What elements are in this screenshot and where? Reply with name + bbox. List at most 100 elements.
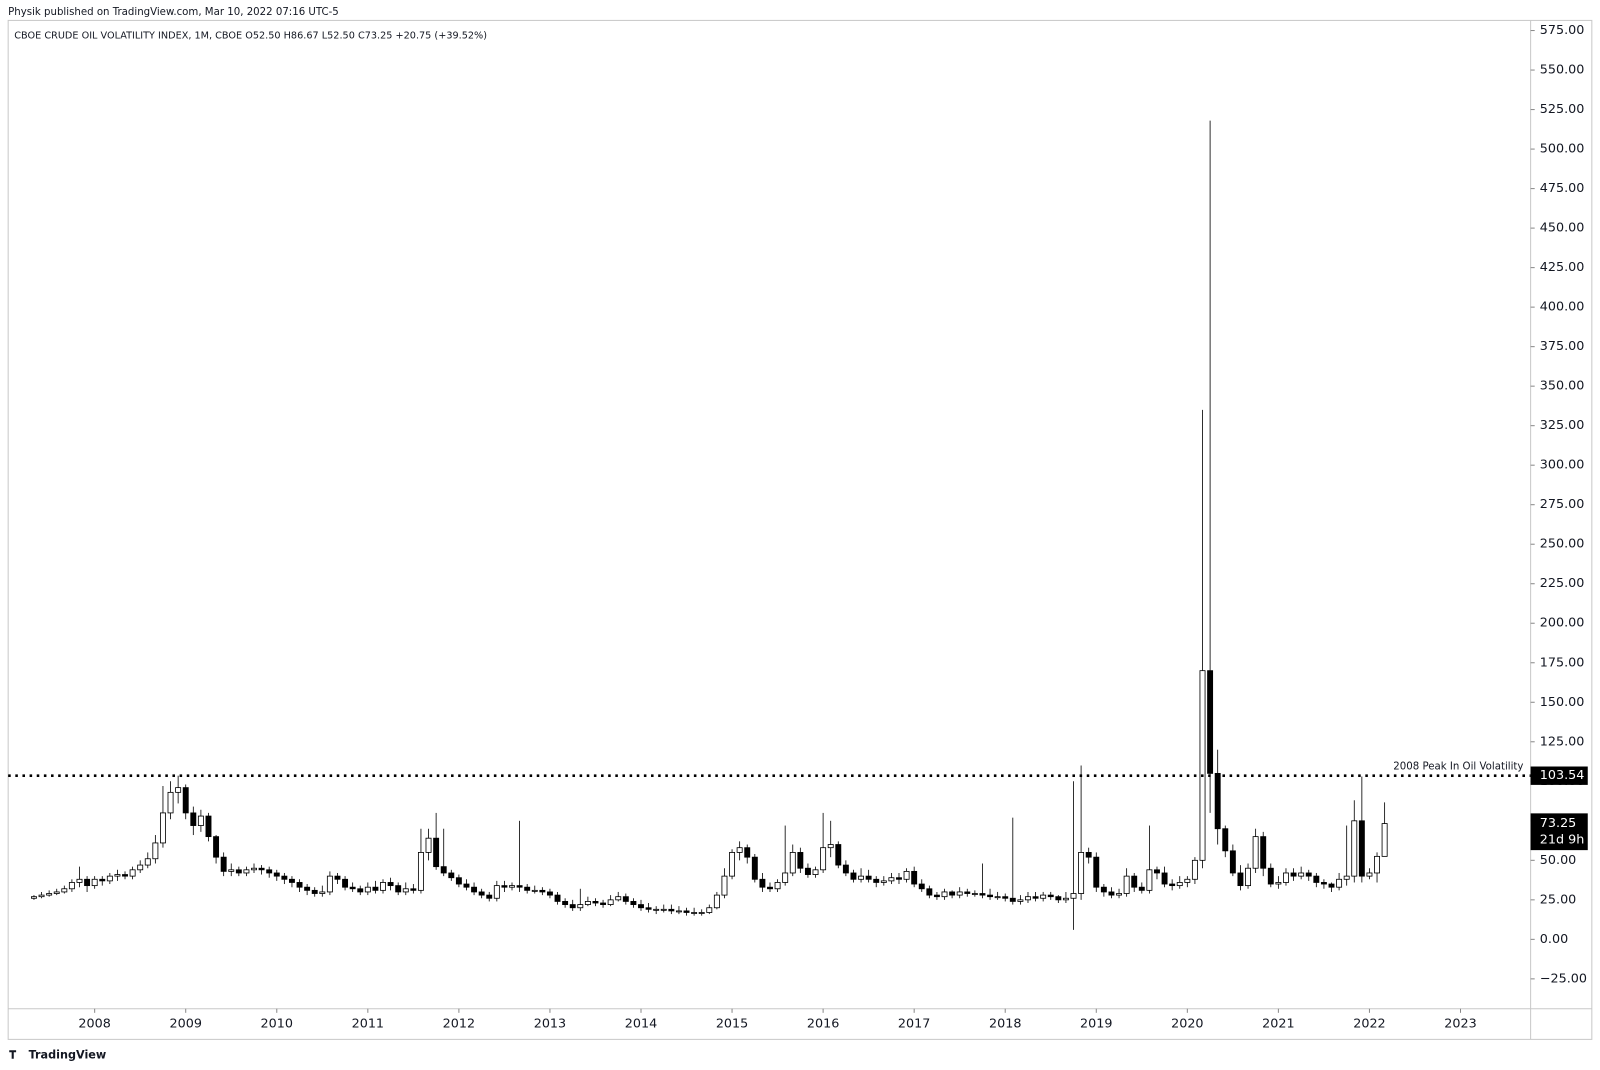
candle-body <box>698 912 705 914</box>
candle-body <box>1002 896 1009 899</box>
candle-body <box>68 882 75 890</box>
candle-body <box>1184 878 1191 883</box>
candle-body <box>129 869 136 877</box>
candle-body <box>1070 893 1077 899</box>
candle-body <box>865 875 872 880</box>
candle-body <box>1040 894 1047 899</box>
candle-body <box>235 869 242 874</box>
candle-body <box>228 869 235 872</box>
candle-body <box>1123 875 1130 894</box>
candle-body <box>205 815 212 838</box>
branding-logo: 𝐓 <box>9 1049 16 1062</box>
x-tick-label: 2020 <box>1171 1017 1203 1032</box>
y-tick-label: 25.00 <box>1540 892 1577 907</box>
candle-body <box>1025 896 1031 901</box>
candle-body <box>1108 891 1115 896</box>
peak-price-label: 103.54 <box>1540 768 1585 783</box>
y-tick-label: 275.00 <box>1540 497 1585 512</box>
candle-body <box>1245 867 1251 887</box>
candle-body <box>1207 670 1214 774</box>
candle-body <box>1017 899 1024 902</box>
candle-body <box>1093 856 1100 888</box>
candle-body <box>1275 882 1282 885</box>
candle-body <box>1229 850 1236 874</box>
candle-body <box>660 908 667 911</box>
candle-body <box>933 894 940 898</box>
x-tick-label: 2023 <box>1444 1017 1476 1032</box>
candle-body <box>1085 852 1092 858</box>
candle-body <box>152 842 159 860</box>
candle-body <box>501 885 508 888</box>
candle-body <box>615 896 622 901</box>
candle-body <box>1351 820 1358 877</box>
candle-body <box>1290 872 1297 877</box>
candle-body <box>956 891 963 896</box>
candle-body <box>410 888 417 891</box>
candle-body <box>122 874 128 877</box>
y-tick-label: 150.00 <box>1540 695 1585 710</box>
candle-body <box>493 885 500 899</box>
x-tick-label: 2016 <box>807 1017 839 1032</box>
candle-body <box>653 908 660 911</box>
candle-body <box>1116 893 1123 896</box>
candle-body <box>539 889 546 893</box>
candle-body <box>600 902 607 905</box>
x-tick-label: 2017 <box>898 1017 930 1032</box>
candle-body <box>1154 869 1160 874</box>
candle-body <box>1146 869 1153 891</box>
candle-body <box>144 858 151 866</box>
candle-body <box>1320 882 1327 885</box>
candle-body <box>797 852 804 869</box>
y-tick-label: 0.00 <box>1540 932 1568 947</box>
candle-body <box>1343 875 1350 880</box>
candle-body <box>804 867 811 875</box>
last-price-label: 73.25 <box>1540 816 1577 831</box>
candle-body <box>774 882 781 890</box>
candle-body <box>1047 894 1054 898</box>
candle-body <box>812 869 819 875</box>
candle-body <box>569 904 576 909</box>
candle-body <box>417 852 424 891</box>
candle-body <box>243 869 250 874</box>
candle-body <box>1252 836 1259 869</box>
peak-annotation: 2008 Peak In Oil Volatility <box>1393 762 1523 773</box>
candle-body <box>668 908 675 912</box>
candle-body <box>402 888 409 893</box>
candle-body <box>46 893 53 896</box>
candle-body <box>630 901 637 905</box>
x-tick-label: 2009 <box>169 1017 201 1032</box>
candle-body <box>827 844 834 849</box>
candle-body <box>782 872 789 883</box>
y-tick-label: 125.00 <box>1540 734 1585 749</box>
candle-body <box>273 872 280 877</box>
candle-body <box>918 883 925 890</box>
candle-body <box>850 872 857 880</box>
candle-body <box>789 852 796 874</box>
candle-body <box>213 836 220 858</box>
candle-body <box>99 878 106 882</box>
candle-body <box>1313 875 1320 883</box>
candle-body <box>964 891 971 894</box>
candle-body <box>251 867 257 871</box>
candle-body <box>729 852 736 877</box>
x-tick-label: 2015 <box>716 1017 748 1032</box>
candle-body <box>1336 878 1343 888</box>
candle-body <box>1138 886 1145 891</box>
candle-body <box>1374 855 1380 874</box>
published-header: Physik published on TradingView.com, Mar… <box>8 7 339 18</box>
y-tick-label: 575.00 <box>1540 23 1585 38</box>
candle-body <box>524 886 531 891</box>
y-tick-label: 225.00 <box>1540 576 1585 591</box>
candle-body <box>395 885 402 893</box>
last-price-box <box>1530 813 1588 851</box>
candle-body <box>1305 872 1312 877</box>
candle-body <box>1260 836 1267 869</box>
candle-body <box>319 891 326 894</box>
candle-body <box>349 886 356 890</box>
y-tick-label: 400.00 <box>1540 300 1585 315</box>
candle-body <box>1358 820 1365 877</box>
candle-body <box>1078 852 1085 894</box>
candle-body <box>440 866 447 874</box>
